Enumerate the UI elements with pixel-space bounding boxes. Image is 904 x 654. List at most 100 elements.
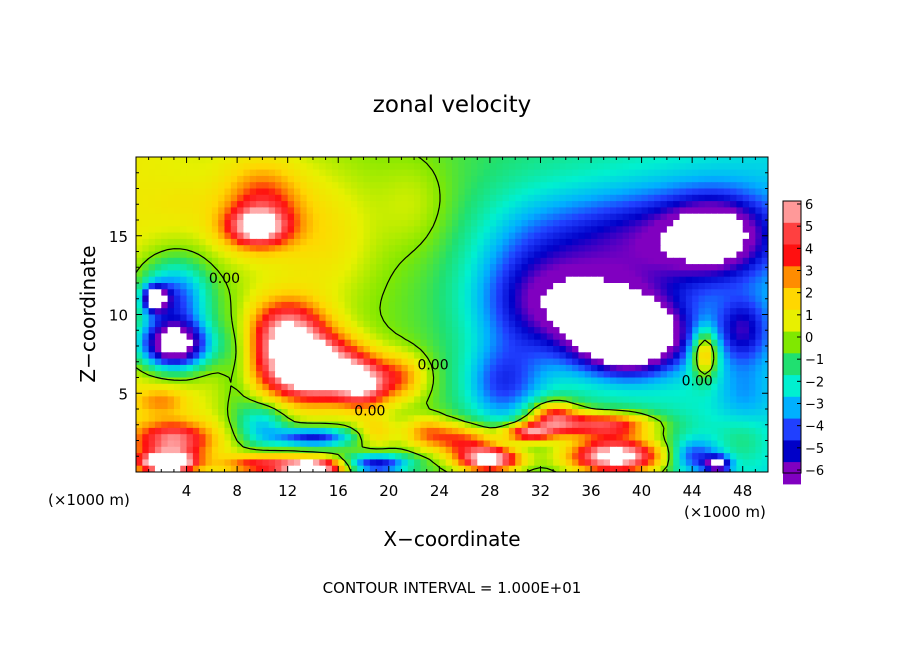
field-cell bbox=[218, 327, 226, 334]
field-cell bbox=[749, 427, 756, 435]
field-cell bbox=[572, 201, 579, 208]
field-cell bbox=[350, 283, 358, 290]
field-cell bbox=[515, 232, 523, 240]
field-cell bbox=[755, 409, 763, 416]
field-cell bbox=[458, 459, 466, 467]
field-cell bbox=[357, 327, 365, 334]
field-cell bbox=[717, 371, 725, 379]
field-cell bbox=[483, 207, 491, 215]
field-cell bbox=[502, 283, 510, 290]
field-cell bbox=[395, 427, 403, 435]
field-cell bbox=[749, 364, 756, 372]
field-cell bbox=[395, 270, 403, 278]
field-cell bbox=[243, 453, 251, 460]
field-cell bbox=[357, 364, 365, 372]
field-cell bbox=[224, 339, 232, 347]
field-cell bbox=[534, 364, 542, 372]
field-cell bbox=[483, 333, 491, 341]
field-cell bbox=[199, 377, 207, 385]
field-cell bbox=[704, 201, 712, 208]
field-cell bbox=[521, 295, 529, 303]
field-cell bbox=[546, 364, 554, 372]
field-cell bbox=[331, 364, 339, 372]
field-cell bbox=[439, 251, 447, 259]
field-cell bbox=[584, 377, 592, 385]
field-cell bbox=[761, 364, 768, 372]
field-cell bbox=[641, 188, 649, 196]
field-cell bbox=[224, 421, 232, 429]
field-cell bbox=[167, 264, 175, 271]
field-cell bbox=[496, 327, 504, 334]
field-cell bbox=[534, 232, 542, 240]
field-cell bbox=[711, 421, 719, 429]
field-cell bbox=[666, 383, 674, 391]
field-cell bbox=[698, 308, 706, 316]
field-cell bbox=[357, 276, 365, 284]
field-cell bbox=[319, 220, 327, 227]
field-cell bbox=[445, 440, 453, 448]
field-cell bbox=[603, 377, 611, 385]
field-cell bbox=[610, 251, 617, 259]
field-cell bbox=[426, 446, 434, 454]
field-cell bbox=[161, 390, 169, 397]
field-cell bbox=[521, 364, 529, 372]
field-cell bbox=[433, 364, 440, 372]
field-cell bbox=[534, 314, 542, 322]
field-cell bbox=[685, 295, 693, 303]
field-cell bbox=[173, 238, 181, 246]
field-cell bbox=[211, 308, 219, 316]
field-cell bbox=[224, 175, 232, 183]
field-cell bbox=[704, 346, 712, 353]
field-cell bbox=[230, 270, 238, 278]
field-cell bbox=[742, 402, 750, 410]
field-cell bbox=[414, 188, 421, 196]
velocity-field bbox=[136, 157, 768, 472]
field-cell bbox=[711, 213, 719, 221]
field-cell bbox=[300, 314, 308, 322]
field-cell bbox=[363, 276, 371, 284]
field-cell bbox=[635, 320, 643, 328]
field-cell bbox=[572, 383, 579, 391]
field-cell bbox=[306, 352, 314, 360]
field-cell bbox=[275, 232, 282, 240]
field-cell bbox=[312, 295, 320, 303]
field-cell bbox=[622, 232, 630, 240]
field-cell bbox=[723, 232, 731, 240]
field-cell bbox=[173, 188, 181, 196]
field-cell bbox=[382, 314, 390, 322]
field-cell bbox=[483, 276, 491, 284]
field-cell bbox=[319, 409, 327, 416]
field-cell bbox=[331, 207, 339, 215]
field-cell bbox=[546, 446, 554, 454]
field-cell bbox=[483, 453, 491, 460]
field-cell bbox=[325, 440, 333, 448]
field-cell bbox=[426, 194, 434, 202]
field-cell bbox=[736, 314, 744, 322]
field-cell bbox=[281, 346, 289, 353]
field-cell bbox=[496, 383, 504, 391]
field-cell bbox=[755, 245, 763, 253]
field-cell bbox=[136, 459, 143, 467]
field-cell bbox=[477, 213, 485, 221]
field-cell bbox=[224, 364, 232, 372]
field-cell bbox=[470, 465, 478, 472]
field-cell bbox=[730, 264, 737, 271]
field-cell bbox=[376, 465, 384, 472]
field-cell bbox=[470, 257, 478, 265]
field-cell bbox=[180, 157, 188, 164]
field-cell bbox=[458, 232, 466, 240]
field-cell bbox=[666, 364, 674, 372]
field-cell bbox=[584, 201, 592, 208]
field-cell bbox=[610, 446, 617, 454]
field-cell bbox=[433, 358, 440, 366]
field-cell bbox=[407, 182, 415, 190]
field-cell bbox=[382, 169, 390, 177]
field-cell bbox=[230, 182, 238, 190]
field-cell bbox=[142, 276, 150, 284]
field-cell bbox=[319, 257, 327, 265]
field-cell bbox=[275, 157, 282, 164]
field-cell bbox=[357, 459, 365, 467]
field-cell bbox=[218, 182, 226, 190]
field-cell bbox=[268, 409, 276, 416]
field-cell bbox=[275, 301, 282, 309]
